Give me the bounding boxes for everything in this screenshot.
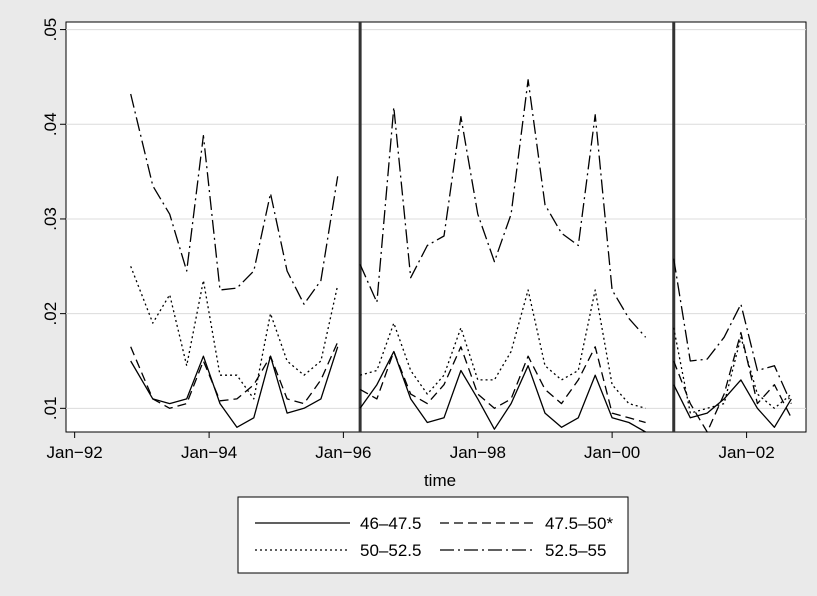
y-axis: .01 .02 .03 .04 .05 xyxy=(41,18,66,420)
series-line-1 xyxy=(673,379,792,428)
x-axis-title: time xyxy=(424,471,456,490)
x-tick-label: Jan−00 xyxy=(584,443,640,462)
series-line-4 xyxy=(130,93,339,305)
x-axis: Jan−92 Jan−94 Jan−96 Jan−98 Jan−00 Jan−02 xyxy=(47,432,775,462)
x-tick-label: Jan−96 xyxy=(315,443,371,462)
series-line-2 xyxy=(359,346,646,424)
y-tick-label: .04 xyxy=(41,112,60,136)
event-lines xyxy=(358,22,676,432)
series-line-2 xyxy=(130,341,339,409)
legend-label: 52.5‒55 xyxy=(545,541,606,560)
legend-box xyxy=(237,496,629,574)
series-line-1 xyxy=(359,350,646,433)
x-tick-label: Jan−94 xyxy=(181,443,237,462)
legend-label: 47.5‒50* xyxy=(545,514,613,533)
legend-label: 46‒47.5 xyxy=(360,514,421,533)
x-tick-label: Jan−02 xyxy=(718,443,774,462)
series-lines xyxy=(130,79,792,433)
y-tick-label: .03 xyxy=(41,207,60,231)
series-line-4 xyxy=(673,258,792,404)
series-line-1 xyxy=(130,346,339,428)
y-tick-label: .02 xyxy=(41,302,60,326)
y-tick-label: .01 xyxy=(41,397,60,421)
series-line-3 xyxy=(130,266,339,400)
legend-label: 50‒52.5 xyxy=(360,541,421,560)
series-line-3 xyxy=(359,289,646,409)
x-tick-label: Jan−92 xyxy=(47,443,103,462)
y-tick-label: .05 xyxy=(41,18,60,42)
series-line-3 xyxy=(673,327,792,414)
legend: 46‒47.5 47.5‒50* 50‒52.5 52.5‒55 xyxy=(237,496,629,574)
x-tick-label: Jan−98 xyxy=(450,443,506,462)
series-line-4 xyxy=(359,79,647,338)
plot-area xyxy=(65,21,807,433)
